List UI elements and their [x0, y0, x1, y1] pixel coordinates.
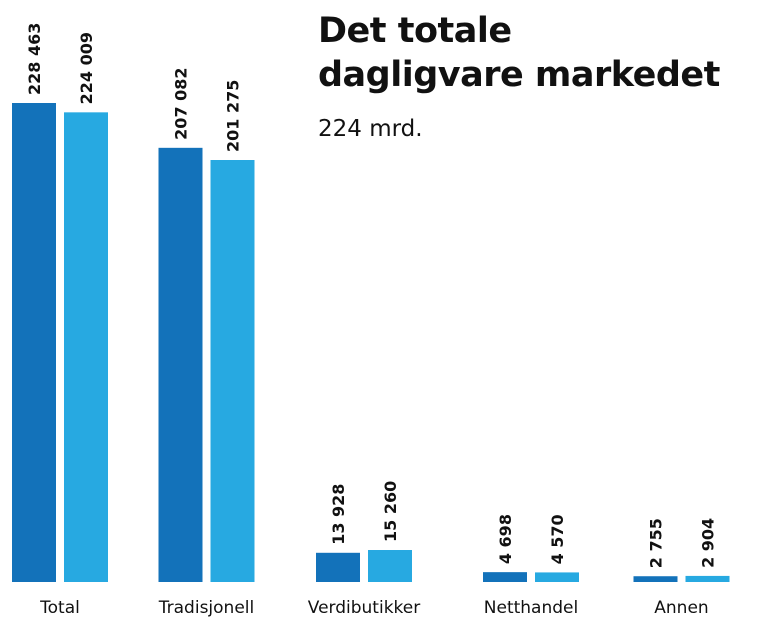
data-label: 13 928 — [329, 484, 348, 545]
bar — [535, 572, 579, 582]
bar — [685, 575, 730, 582]
data-label: 224 009 — [77, 32, 96, 104]
bar — [64, 112, 108, 582]
x-tick-label: Annen — [654, 598, 708, 618]
data-label: 2 755 — [647, 518, 666, 568]
bar — [158, 147, 203, 582]
data-label: 4 698 — [496, 514, 515, 564]
data-label: 201 275 — [224, 80, 243, 152]
chart-subtitle: 224 mrd. — [318, 116, 423, 142]
chart-title: Det totale — [318, 11, 512, 51]
data-label: 2 904 — [699, 518, 718, 568]
data-label: 4 570 — [548, 514, 567, 564]
bar — [316, 552, 360, 582]
bar — [633, 576, 678, 582]
data-label: 207 082 — [172, 67, 191, 139]
bar — [483, 572, 527, 582]
bar — [12, 103, 56, 582]
x-tick-label: Total — [39, 598, 80, 618]
bar — [368, 550, 412, 582]
x-tick-label: Verdibutikker — [308, 598, 420, 618]
data-label: 228 463 — [25, 23, 44, 95]
chart-title: dagligvare markedet — [318, 55, 720, 95]
bar — [210, 160, 255, 582]
x-tick-label: Tradisjonell — [158, 598, 254, 618]
data-label: 15 260 — [381, 481, 400, 542]
x-tick-label: Netthandel — [484, 598, 578, 618]
